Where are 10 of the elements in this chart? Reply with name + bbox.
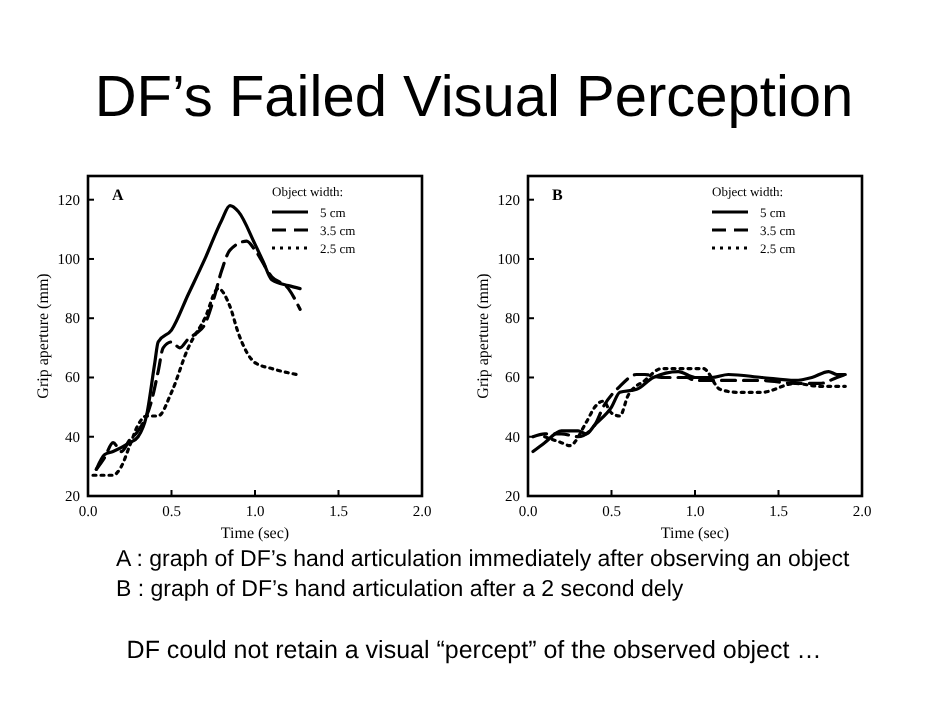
- y-axis-title: Grip aperture (mm): [474, 272, 492, 399]
- x-axis-title: Time (sec): [220, 524, 290, 542]
- text: B: [552, 186, 564, 204]
- y-axis-title: Grip aperture (mm): [34, 272, 52, 399]
- text: DF could not retain a visual “percept” of the observed object …: [126, 636, 822, 664]
- text: DF’s Failed Visual Perception: [94, 66, 854, 130]
- text: A : graph of DF’s hand articulation immediately after observing an object: [116, 548, 852, 572]
- text: B : graph of DF’s hand articulation after a 2 second dely: [116, 578, 684, 602]
- text: A: [112, 186, 124, 204]
- x-axis-title: Time (sec): [660, 524, 730, 542]
